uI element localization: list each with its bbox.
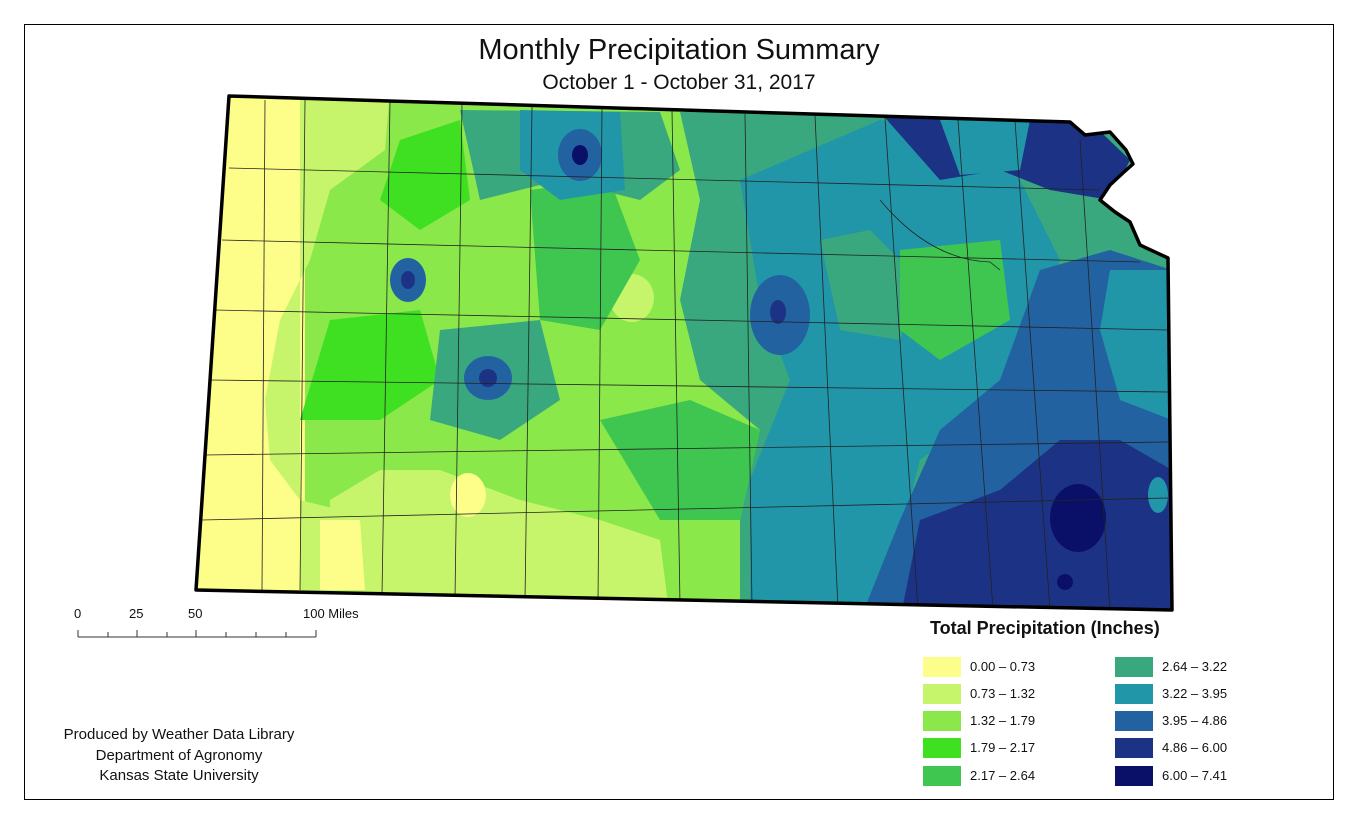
legend-label: 4.86 – 6.00 [1162,740,1228,755]
county-line [879,199,1001,271]
zone-east-green-island [900,240,1010,360]
county-line [201,497,1169,521]
county-line [744,113,753,608]
county-line [884,117,919,610]
zone-green-1 [300,310,440,420]
legend-label: 1.79 – 2.17 [970,740,1036,755]
zone-southeast-peak-2 [1057,574,1073,590]
credits: Produced by Weather Data Library Departm… [34,725,324,787]
county-line [524,105,533,601]
county-line [597,107,603,604]
credits-line-1: Produced by Weather Data Library [63,726,295,743]
county-line [957,119,994,610]
legend-label: 0.73 – 1.32 [970,686,1036,701]
legend-label: 2.64 – 3.22 [1162,659,1228,674]
county-line [1079,139,1111,610]
county-line [228,167,1101,191]
zone-peak-west [401,271,415,289]
zone-southeast-pocket [1100,270,1172,420]
zone-east-peak-1 [770,300,786,324]
zone-south-light [330,470,670,610]
legend-swatch [923,657,961,677]
county-line [261,99,266,591]
county-boundaries [201,99,1169,610]
legend-swatch [923,711,961,731]
scale-label-25: 25 [129,606,144,621]
zone-dry-spot [450,473,486,517]
county-line [204,441,1169,456]
legend-label: 3.95 – 4.86 [1162,713,1228,728]
county-line [299,99,306,591]
map-title: Monthly Precipitation Summary [478,34,880,66]
legend-swatch [923,738,961,758]
legend-swatch [1115,766,1153,786]
zone-green-4 [600,400,760,520]
county-line [381,101,391,596]
county-line [671,109,681,606]
county-line [221,239,1141,263]
legend-swatch [923,684,961,704]
legend-label: 6.00 – 7.41 [1162,768,1228,783]
scale-label-100: 100 Miles [303,606,359,621]
scale-bar [77,630,317,638]
zone-green-2 [380,120,470,230]
zone-southeast-peak [1050,484,1106,552]
zone-southeast-higher [900,440,1172,610]
zone-southwest-dry [320,520,365,590]
zone-edge-pocket [1148,477,1168,513]
legend-swatch [1115,684,1153,704]
legend-label: 1.32 – 1.79 [970,713,1036,728]
zone-east-teal-island [820,230,920,340]
legend-swatch [1115,711,1153,731]
map-subtitle: October 1 - October 31, 2017 [542,71,816,94]
legend-label: 3.22 – 3.95 [1162,686,1228,701]
county-line [209,379,1169,393]
precipitation-surface [196,96,1172,610]
zone-peak-north [572,145,588,165]
county-line [214,309,1169,331]
zone-peak-central [479,369,497,387]
zone-west-light [265,96,390,610]
zone-northeast-pocket [940,120,1030,175]
legend-swatch [1115,738,1153,758]
legend-label: 0.00 – 0.73 [970,659,1036,674]
zone-green-3 [530,180,640,330]
scale-label-0: 0 [74,606,82,621]
legend-swatch [923,766,961,786]
map-frame [24,24,1334,800]
legend-label: 2.17 – 2.64 [970,768,1036,783]
county-line [814,115,839,609]
legend-title: Total Precipitation (Inches) [930,618,1160,638]
legend-swatch [1115,657,1153,677]
county-line [1014,120,1051,610]
scale-label-50: 50 [188,606,203,621]
state-outline [194,94,1174,612]
credits-line-3: Kansas State University [99,767,259,784]
county-line [454,103,463,599]
credits-line-2: Department of Agronomy [95,746,263,764]
